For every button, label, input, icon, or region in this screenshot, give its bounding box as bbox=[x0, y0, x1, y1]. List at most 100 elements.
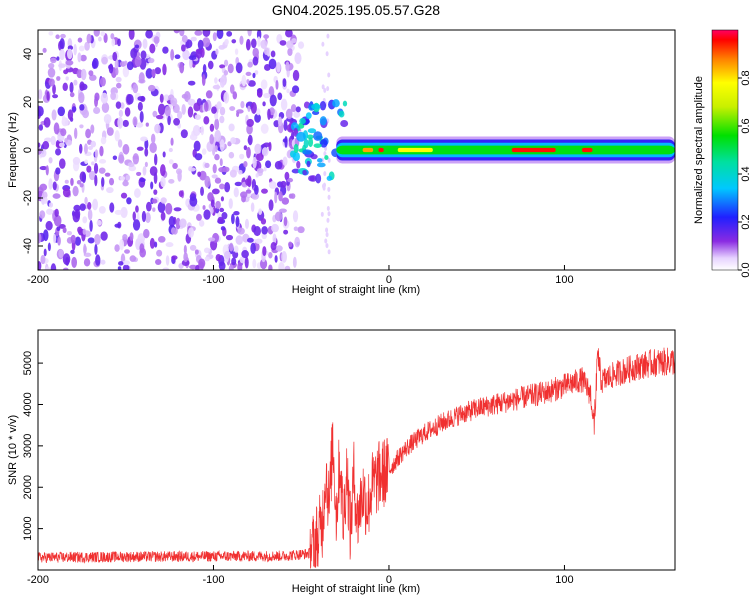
noise-blob bbox=[98, 36, 102, 42]
noise-blob bbox=[168, 215, 175, 227]
noise-blob bbox=[44, 266, 50, 270]
noise-blob bbox=[99, 145, 104, 157]
noise-blob bbox=[119, 176, 126, 181]
noise-blob bbox=[216, 30, 224, 40]
noise-blob bbox=[279, 40, 287, 46]
noise-blob bbox=[228, 198, 233, 209]
noise-blob bbox=[228, 123, 235, 132]
noise-blob bbox=[66, 230, 73, 236]
spectrogram-marks bbox=[38, 30, 675, 270]
noise-blob bbox=[94, 233, 101, 246]
noise-blob bbox=[323, 151, 327, 157]
noise-blob bbox=[218, 166, 226, 173]
noise-blob bbox=[327, 194, 331, 200]
noise-blob bbox=[265, 160, 272, 169]
noise-blob bbox=[211, 174, 218, 179]
noise-blob bbox=[215, 200, 221, 210]
noise-blob bbox=[92, 198, 98, 211]
noise-blob bbox=[122, 65, 130, 78]
noise-blob bbox=[79, 81, 85, 92]
noise-blob bbox=[72, 185, 79, 197]
noise-blob bbox=[40, 254, 46, 265]
noise-blob bbox=[320, 211, 324, 217]
noise-blob bbox=[43, 248, 47, 257]
noise-blob bbox=[89, 220, 93, 232]
noise-blob bbox=[73, 127, 78, 140]
colorbar-tick-label: 0.4 bbox=[740, 166, 750, 181]
noise-blob bbox=[256, 168, 264, 174]
noise-blob bbox=[183, 252, 188, 263]
noise-blob bbox=[263, 166, 267, 172]
noise-blob bbox=[157, 103, 166, 116]
noise-blob bbox=[119, 239, 125, 251]
noise-blob bbox=[43, 197, 48, 204]
noise-blob bbox=[67, 109, 74, 121]
noise-blob bbox=[159, 93, 164, 103]
noise-blob bbox=[160, 164, 166, 177]
x-tick-label: 0 bbox=[386, 274, 392, 286]
noise-blob bbox=[151, 68, 156, 78]
noise-blob bbox=[65, 60, 74, 66]
noise-blob bbox=[140, 136, 148, 142]
noise-blob bbox=[181, 93, 189, 99]
noise-blob bbox=[42, 141, 50, 150]
noise-blob bbox=[325, 51, 329, 57]
noise-blob bbox=[212, 32, 217, 42]
noise-blob bbox=[120, 192, 128, 199]
noise-blob bbox=[230, 137, 237, 144]
noise-blob bbox=[290, 104, 297, 113]
noise-blob bbox=[117, 38, 121, 47]
noise-blob bbox=[134, 188, 141, 198]
noise-blob bbox=[62, 253, 71, 266]
noise-blob bbox=[127, 162, 135, 168]
noise-blob bbox=[201, 73, 206, 86]
noise-blob bbox=[157, 235, 166, 243]
noise-blob bbox=[45, 220, 53, 231]
noise-blob bbox=[170, 137, 174, 146]
noise-blob bbox=[228, 242, 234, 252]
noise-blob bbox=[252, 72, 256, 79]
noise-blob bbox=[132, 219, 141, 231]
noise-blob bbox=[154, 67, 161, 75]
onset-blob bbox=[315, 173, 322, 184]
noise-blob bbox=[43, 117, 51, 128]
noise-blob bbox=[174, 104, 180, 114]
noise-blob bbox=[292, 210, 299, 223]
noise-blob bbox=[255, 173, 259, 178]
noise-blob bbox=[38, 261, 42, 270]
noise-blob bbox=[168, 159, 174, 165]
noise-blob bbox=[202, 30, 211, 37]
noise-blob bbox=[278, 261, 285, 270]
spectrogram-y-label: Frequency (Hz) bbox=[7, 112, 19, 188]
noise-blob bbox=[144, 138, 149, 150]
noise-blob bbox=[94, 149, 99, 159]
onset-blob bbox=[317, 158, 323, 163]
noise-blob bbox=[134, 44, 140, 49]
noise-blob bbox=[327, 72, 331, 78]
noise-blob bbox=[39, 210, 46, 219]
noise-blob bbox=[233, 211, 240, 216]
y-tick-label: -20 bbox=[22, 190, 34, 206]
noise-blob bbox=[261, 147, 269, 157]
noise-blob bbox=[223, 70, 229, 76]
noise-blob bbox=[108, 177, 115, 186]
noise-blob bbox=[295, 106, 301, 113]
noise-blob bbox=[122, 260, 130, 266]
noise-blob bbox=[93, 106, 101, 115]
noise-blob bbox=[177, 111, 183, 120]
noise-blob bbox=[239, 35, 244, 45]
noise-blob bbox=[51, 109, 57, 121]
noise-blob bbox=[118, 261, 124, 266]
noise-blob bbox=[50, 57, 57, 64]
noise-blob bbox=[200, 125, 205, 136]
noise-blob bbox=[98, 206, 106, 214]
noise-blob bbox=[223, 59, 229, 67]
noise-blob bbox=[209, 123, 215, 132]
noise-blob bbox=[283, 216, 288, 227]
noise-blob bbox=[160, 211, 166, 221]
noise-blob bbox=[79, 104, 85, 111]
x-tick-label: -100 bbox=[202, 574, 224, 586]
noise-blob bbox=[86, 165, 92, 173]
onset-blob bbox=[338, 110, 345, 118]
noise-blob bbox=[153, 172, 158, 185]
